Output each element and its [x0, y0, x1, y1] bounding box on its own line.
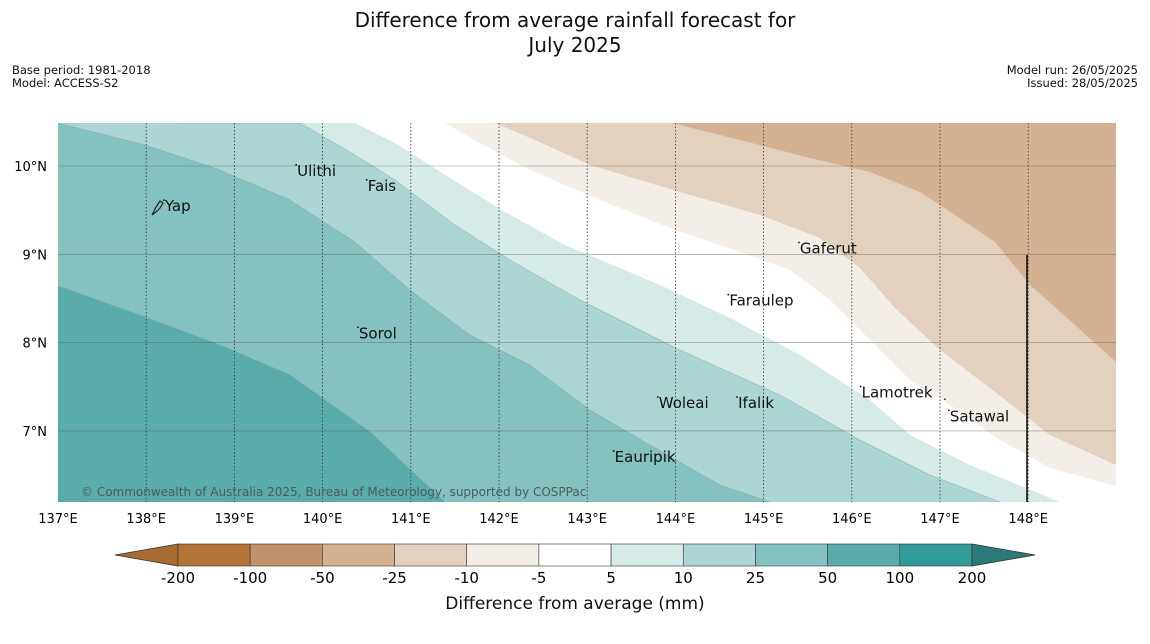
x-tick-label: 146°E: [832, 512, 872, 527]
place-label: Sorol: [359, 324, 397, 342]
colorbar-tick-label: 10: [674, 569, 693, 587]
place-label: Gaferut: [800, 240, 857, 258]
x-tick-label: 141°E: [391, 512, 431, 527]
colorbar-tick-label: -5: [531, 569, 546, 587]
colorbar-segment: [538, 543, 612, 567]
x-tick-label: 139°E: [215, 512, 255, 527]
x-tick-label: 145°E: [744, 512, 784, 527]
yap-island-icon: [151, 200, 164, 216]
colorbar-segment: [899, 543, 973, 567]
islet-dot: .: [943, 389, 947, 403]
colorbar-tick-label: -10: [454, 569, 479, 587]
colorbar-tick-label: 5: [606, 569, 616, 587]
colorbar-tick-label: -100: [233, 569, 267, 587]
colorbar-tick-label: -200: [161, 569, 195, 587]
model-run: Model run: 26/05/2025: [1006, 63, 1138, 77]
x-tick-label: 148°E: [1008, 512, 1048, 527]
place-label: Ulithi: [297, 162, 336, 180]
map-title: Difference from average rainfall forecas…: [0, 8, 1150, 58]
x-tick-label: 140°E: [303, 512, 343, 527]
colorbar-tick-label: 25: [746, 569, 765, 587]
colorbar-tick-label: -50: [310, 569, 335, 587]
colorbar-segment: [682, 543, 756, 567]
x-tick-label: 142°E: [479, 512, 519, 527]
base-period: Base period: 1981-2018: [12, 63, 151, 77]
colorbar-label: Difference from average (mm): [445, 594, 705, 614]
colorbar-tick-label: 50: [818, 569, 837, 587]
copyright-notice: © Commonwealth of Australia 2025, Bureau…: [81, 485, 586, 499]
colorbar-segment: [249, 543, 323, 567]
place-label: Fais: [368, 177, 397, 195]
colorbar-tick-label: 100: [885, 569, 914, 587]
contour-band-c100: [58, 286, 445, 502]
colorbar-segment: [827, 543, 901, 567]
island-marker: [295, 163, 298, 166]
x-tick-label: 138°E: [126, 512, 166, 527]
place-label: Yap: [164, 197, 191, 215]
x-axis-ticks: 137°E 138°E 139°E 140°E 141°E 142°E 143°E 144°E…: [38, 512, 1048, 527]
island-marker: [365, 178, 368, 181]
title-line-2: July 2025: [528, 33, 622, 57]
contour-band-m25: [672, 123, 1116, 362]
colorbar-segment: [177, 543, 251, 567]
island-marker: [162, 199, 165, 202]
y-tick-label: 8°N: [23, 337, 48, 352]
meta-right: Model run: 26/05/2025 Issued: 28/05/2025: [1007, 64, 1138, 90]
colorbar-extend-high: [971, 543, 1036, 567]
island-marker: [736, 396, 739, 398]
island-marker: [727, 293, 730, 296]
y-tick-label: 9°N: [23, 248, 48, 263]
island-marker: [356, 326, 359, 329]
colorbar-segment: [610, 543, 684, 567]
place-labels: Yap Ulithi Fais Gaferut Faraulep Sorol Lamotre…: [162, 162, 1009, 466]
colorbar-segment: [466, 543, 540, 567]
place-label: Lamotrek: [862, 383, 933, 401]
y-tick-label: 7°N: [23, 425, 48, 440]
island-marker: [797, 241, 800, 244]
contour-lines: [58, 123, 1001, 502]
graticule: [58, 123, 1116, 502]
meta-left: Base period: 1981-2018 Model: ACCESS-S2: [12, 64, 151, 90]
colorbar-tick-label: -25: [382, 569, 407, 587]
x-tick-label: 144°E: [656, 512, 696, 527]
place-label: Faraulep: [729, 292, 793, 310]
issued-date: Issued: 28/05/2025: [1027, 76, 1138, 90]
island-marker: [656, 396, 659, 398]
island-marker: [859, 385, 862, 388]
model-name: Model: ACCESS-S2: [12, 76, 119, 90]
colorbar-segment: [394, 543, 468, 567]
colorbar: -200 -100 -50 -25 -10 -5 5 10 25 50 100 200: [114, 543, 1036, 587]
colorbar-segment: [755, 543, 828, 567]
x-tick-label: 137°E: [38, 512, 78, 527]
island-marker: [947, 409, 950, 412]
title-line-1: Difference from average rainfall forecas…: [354, 8, 796, 32]
y-tick-label: 10°N: [14, 160, 47, 175]
colorbar-extend-low: [114, 543, 179, 567]
colorbar-segment: [322, 543, 395, 567]
place-label: Woleai: [659, 394, 709, 412]
x-tick-label: 143°E: [567, 512, 607, 527]
colorbar-tick-label: 200: [958, 569, 987, 587]
x-tick-label: 147°E: [920, 512, 960, 527]
place-label: Ifalik: [738, 394, 774, 412]
place-label: Eauripik: [615, 448, 676, 466]
place-label: Satawal: [950, 407, 1009, 425]
island-marker: [612, 450, 615, 452]
y-axis-ticks: 10°N 9°N 8°N 7°N: [14, 160, 47, 440]
